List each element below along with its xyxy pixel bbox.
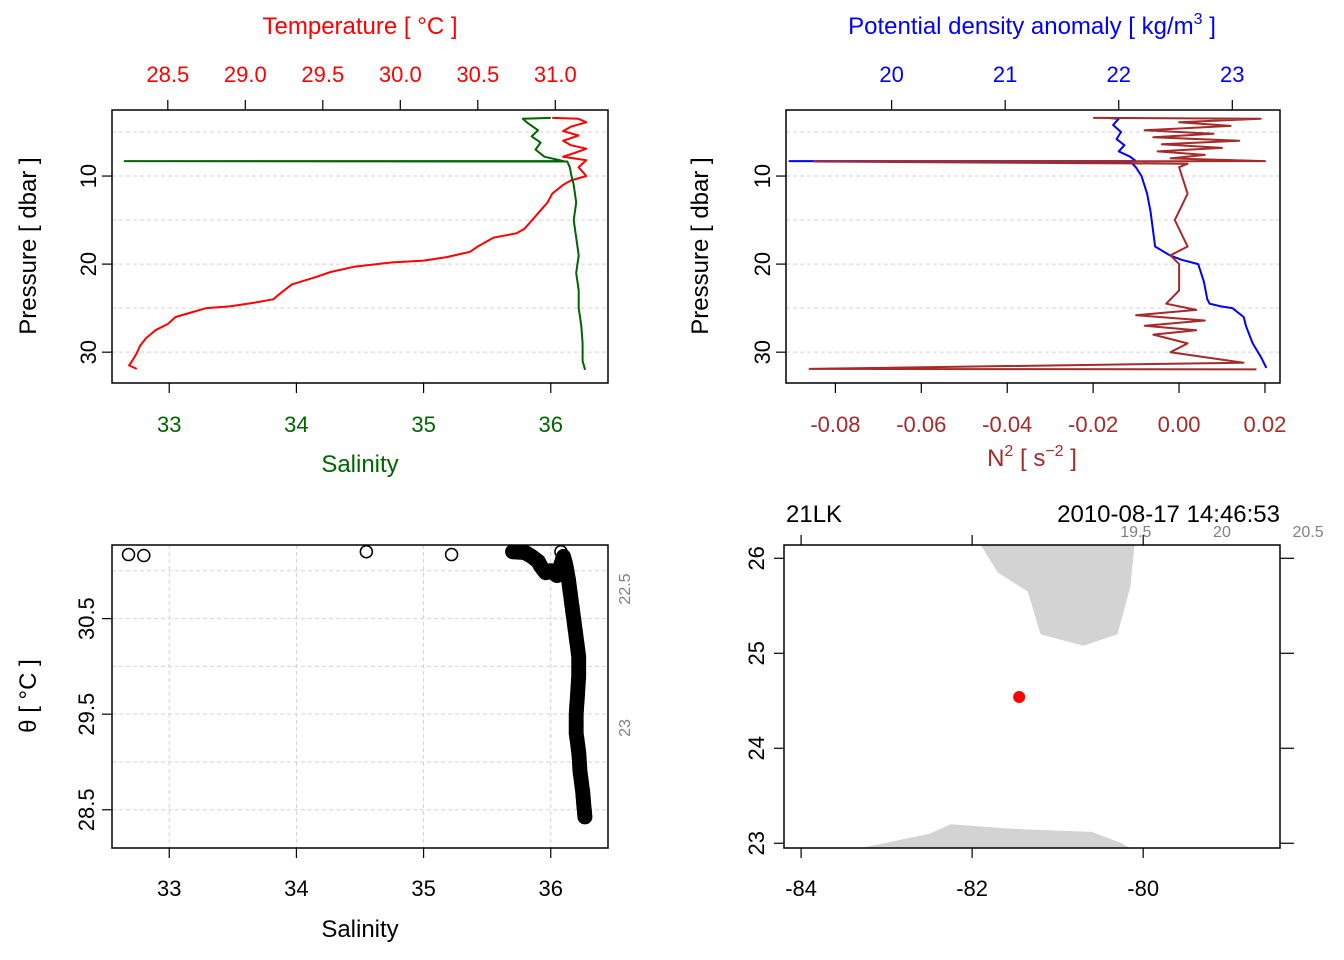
station-label: 21LK xyxy=(786,501,842,528)
top-tick-label: 21 xyxy=(993,62,1017,87)
longitude-tick-label: -82 xyxy=(956,876,988,901)
theta-tick-label: 28.5 xyxy=(74,788,99,831)
land-north xyxy=(980,545,1135,646)
bottom-tick-label: -0.06 xyxy=(896,412,946,437)
n2-ticks: -0.08 -0.06 -0.04 -0.02 0.00 0.02 xyxy=(810,383,1286,437)
bottom-tick-label: -0.02 xyxy=(1068,412,1118,437)
open-data-point xyxy=(121,547,136,562)
top-tick-label: 31.0 xyxy=(534,62,577,87)
series-line-n2 xyxy=(808,116,1266,371)
bottom-tick-label: 33 xyxy=(157,412,181,437)
open-data-point xyxy=(359,545,374,559)
longitude-tick-label: -80 xyxy=(1127,876,1159,901)
bottom-tick-label: 34 xyxy=(284,412,308,437)
top-tick-label: 29.0 xyxy=(224,62,267,87)
isopycnal-label: 23 xyxy=(617,719,634,737)
series-line-salinity xyxy=(123,116,587,371)
bottom-tick-label: 0.00 xyxy=(1158,412,1201,437)
pressure-tick-label: 30 xyxy=(750,340,775,364)
station-dot xyxy=(1013,690,1026,703)
filled-data-point xyxy=(577,809,593,825)
salinity-tick-label: 33 xyxy=(157,876,181,901)
isopycnal-line xyxy=(1115,526,1320,867)
station-map-panel: -84 -82 -80 23 24 25 26 21LK 2010-08-17 14:46… xyxy=(744,501,1294,901)
map-frame xyxy=(783,544,1281,849)
salinity-tick-label: 34 xyxy=(284,876,308,901)
bottom-tick-label: -0.08 xyxy=(810,412,860,437)
n2-axis-label: N2 [ s−2 ] xyxy=(987,443,1077,472)
salinity-axis-label: Salinity xyxy=(321,451,398,478)
longitude-tick-label: -84 xyxy=(785,876,817,901)
density-profile-panel: Potential density anomaly [ kg/m3 ] 20 21… xyxy=(687,11,1286,472)
temperature-ticks: 28.5 29.0 29.5 30.0 30.5 31.0 xyxy=(146,62,577,110)
pressure-axis-label: Pressure [ dbar ] xyxy=(15,157,42,334)
pressure-grid xyxy=(786,131,1280,353)
pressure-tick-label: 10 xyxy=(76,164,101,188)
top-tick-label: 30.5 xyxy=(456,62,499,87)
salinity-axis-label: Salinity xyxy=(321,916,398,943)
plot-frame xyxy=(785,109,1281,384)
salinity-tick-label: 35 xyxy=(411,876,435,901)
salinity-tick-label: 36 xyxy=(539,876,563,901)
pressure-tick-label: 30 xyxy=(76,340,101,364)
bottom-tick-label: 35 xyxy=(411,412,435,437)
top-tick-label: 29.5 xyxy=(301,62,344,87)
theta-tick-label: 30.5 xyxy=(74,597,99,640)
pressure-grid xyxy=(112,131,608,353)
land-south xyxy=(861,824,1131,848)
profile-series xyxy=(123,116,588,371)
station-datetime: 2010-08-17 14:46:53 xyxy=(1057,501,1280,528)
bottom-tick-label: 0.02 xyxy=(1244,412,1287,437)
open-data-point xyxy=(137,548,151,563)
pressure-tick-label: 20 xyxy=(750,252,775,276)
ts-points xyxy=(121,545,593,825)
isopycnal-lines xyxy=(942,526,1344,867)
bottom-tick-label: -0.04 xyxy=(982,412,1032,437)
latitude-tick-label: 26 xyxy=(744,546,769,570)
ts-profile-panel: Temperature [ °C ] 28.5 29.0 29.5 30.0 30.5 3… xyxy=(15,13,609,478)
latitude-tick-label: 24 xyxy=(744,736,769,760)
pressure-axis-label: Pressure [ dbar ] xyxy=(687,157,714,334)
isopycnal-label: 20 xyxy=(1213,524,1231,541)
pressure-ticks: 10 20 30 xyxy=(750,164,786,364)
isopycnal-label: 22.5 xyxy=(617,573,634,604)
ts-grid xyxy=(112,545,608,848)
top-tick-label: 22 xyxy=(1106,62,1130,87)
open-data-point xyxy=(444,547,459,562)
pressure-tick-label: 20 xyxy=(76,252,101,276)
theta-ticks: 28.5 29.5 30.5 xyxy=(74,597,112,831)
pressure-ticks: 10 20 30 xyxy=(76,164,112,364)
salinity-ticks: 33 34 35 36 xyxy=(157,848,563,901)
isopycnal-line xyxy=(1201,526,1344,867)
series-line-potential-density-anomaly xyxy=(788,116,1268,369)
latitude-ticks: 23 24 25 26 xyxy=(744,546,1294,855)
theta-axis-label: θ [ °C ] xyxy=(15,659,42,733)
plot-frame xyxy=(111,544,609,849)
plot-frame xyxy=(111,109,609,384)
salinity-ticks: 33 34 35 36 xyxy=(157,383,563,437)
theta-tick-label: 29.5 xyxy=(74,693,99,736)
isopycnal-line xyxy=(1287,526,1344,867)
temperature-axis-title: Temperature [ °C ] xyxy=(263,13,458,40)
longitude-ticks: -84 -82 -80 xyxy=(785,535,1159,901)
series-line-temperature xyxy=(128,116,588,370)
top-tick-label: 20 xyxy=(879,62,903,87)
top-tick-label: 23 xyxy=(1220,62,1244,87)
top-tick-label: 28.5 xyxy=(146,62,189,87)
profile-series xyxy=(788,116,1268,371)
density-axis-title: Potential density anomaly [ kg/m3 ] xyxy=(848,11,1216,40)
pressure-tick-label: 10 xyxy=(750,164,775,188)
latitude-tick-label: 25 xyxy=(744,641,769,665)
latitude-tick-label: 23 xyxy=(744,831,769,855)
bottom-tick-label: 36 xyxy=(539,412,563,437)
station-marker xyxy=(1013,690,1026,703)
land-masses xyxy=(861,545,1135,848)
density-ticks: 20 21 22 23 xyxy=(879,62,1245,110)
isopycnal-label: 20.5 xyxy=(1292,524,1323,541)
top-tick-label: 30.0 xyxy=(379,62,422,87)
